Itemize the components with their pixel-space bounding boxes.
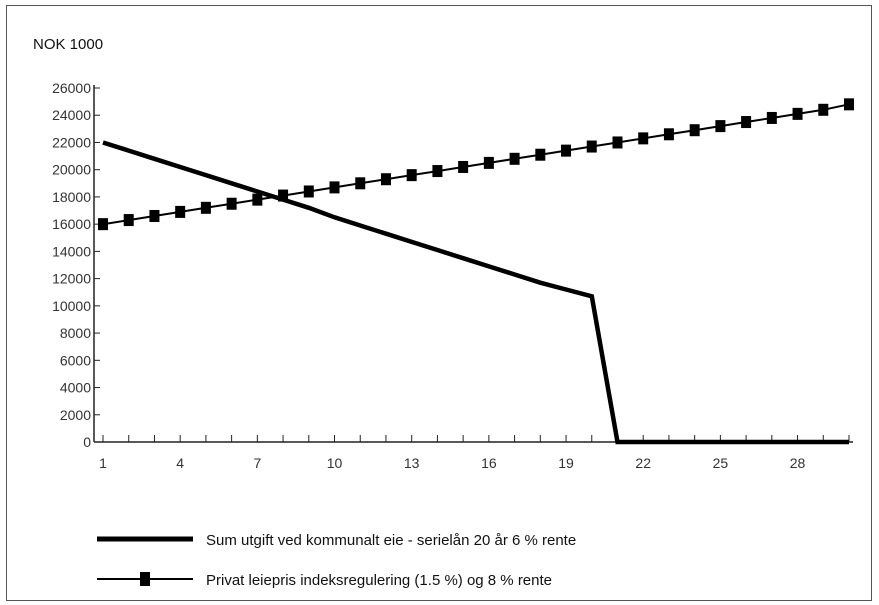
y-tick-label: 4000 [60,380,91,396]
series-2-point [535,148,546,161]
series-2-point [406,169,417,182]
series-2-point [149,209,160,222]
series-2-point [380,173,391,186]
series-2-point [329,181,340,194]
x-tick-label: 22 [635,455,651,471]
y-tick-label: 16000 [52,216,91,232]
series-2-point [175,205,186,218]
y-axis-ticks: 0 2000 4000 6000 8000 10000 12000 14000 16000 180… [52,80,100,450]
y-tick-label: 2000 [60,407,91,423]
series-line-1 [102,140,849,445]
y-tick-label: 22000 [52,134,91,150]
y-unit-label: NOK 1000 [33,36,104,53]
series-2-point [612,136,623,149]
series-2-point [278,189,289,202]
x-tick-label: 28 [790,455,806,471]
x-tick-label: 25 [713,455,729,471]
y-tick-label: 26000 [52,80,91,96]
series-2-point [226,197,237,210]
y-tick-label: 24000 [52,107,91,123]
series-2-point [663,128,674,141]
series-2-point [355,177,366,190]
x-tick-label: 13 [404,455,420,471]
x-tick-label: 10 [327,455,343,471]
series-2-point [483,156,494,169]
series-2-point [844,98,854,111]
y-tick-label: 20000 [52,162,91,178]
series-layer [98,98,854,445]
y-tick-label: 12000 [52,271,91,287]
x-tick-label: 7 [253,455,261,471]
x-axis-ticks: 1 4 7 10 13 16 19 22 25 28 [99,435,850,471]
y-tick-label: 8000 [60,325,91,341]
series-2-point [741,116,752,129]
series-2-point [638,132,649,145]
x-tick-label: 16 [481,455,497,471]
chart-frame: NOK 1000 [6,5,872,601]
y-tick-label: 18000 [52,189,91,205]
series-2-point [458,160,469,173]
legend-marker-2 [140,572,150,586]
x-tick-label: 1 [99,455,107,471]
series-2-point [123,214,134,227]
y-tick-label: 6000 [60,352,91,368]
series-line-2 [102,103,850,226]
legend-label-2: Privat leiepris indeksregulering (1.5 %)… [206,572,552,589]
series-2-point [303,185,314,198]
series-2-point [252,193,263,206]
series-2-point [818,103,829,116]
series-2-point [432,165,443,178]
x-tick-label: 4 [176,455,184,471]
series-2-point [715,120,726,133]
series-2-point [689,124,700,137]
x-tick-label: 19 [558,455,574,471]
legend-label-1: Sum utgift ved kommunalt eie - serielån … [206,532,576,549]
y-tick-label: 14000 [52,243,91,259]
y-tick-label: 10000 [52,298,91,314]
y-tick-label: 0 [83,434,91,450]
series-2-point [561,144,572,157]
legend: Sum utgift ved kommunalt eie - serielån … [97,532,576,589]
series-2-point [766,111,777,124]
series-2-point [98,218,108,231]
series-2-point [792,107,803,120]
series-2-point [200,201,211,214]
series-2-point [509,152,520,165]
series-2-point [586,140,597,153]
